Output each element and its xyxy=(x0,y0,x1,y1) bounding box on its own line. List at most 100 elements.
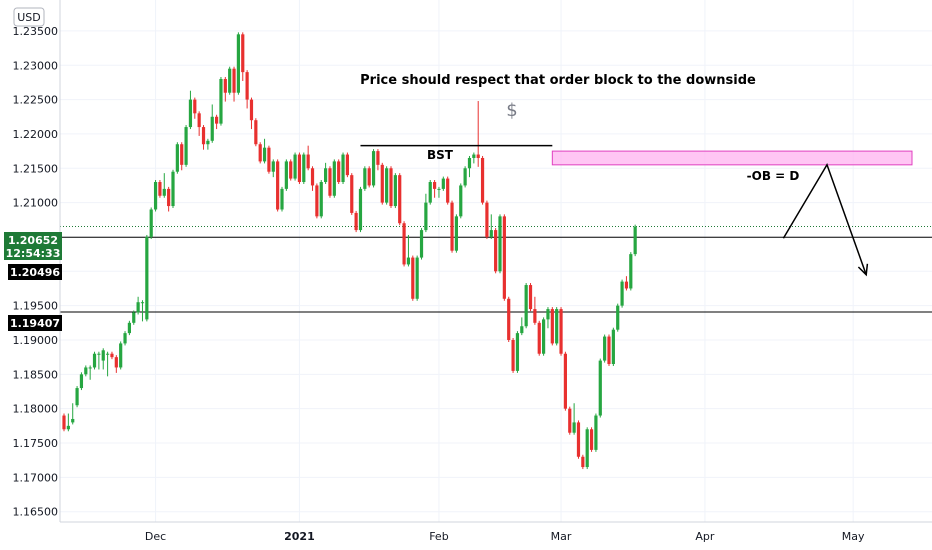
candle xyxy=(319,180,323,219)
candle-body xyxy=(267,147,271,172)
candle xyxy=(633,224,637,257)
candle xyxy=(467,155,472,178)
candle xyxy=(180,142,184,171)
price-axis[interactable]: 1.16500 1.17000 1.17500 1.18000 1.18500 1.190… xyxy=(13,0,61,522)
candle-body xyxy=(371,151,376,186)
candle xyxy=(162,173,166,198)
time-axis[interactable]: Dec2021FebMarAprMayJun xyxy=(60,521,932,543)
candle xyxy=(276,159,280,212)
candle-body xyxy=(616,305,620,330)
candle-body xyxy=(114,357,118,368)
candle-body xyxy=(289,161,293,179)
candle-body xyxy=(568,408,572,433)
candle-body xyxy=(428,182,432,203)
candle xyxy=(581,454,585,470)
candle-body xyxy=(507,298,511,340)
candle xyxy=(258,142,262,164)
candle-body xyxy=(258,144,262,162)
candle xyxy=(215,114,219,130)
candle-body xyxy=(472,154,476,158)
candle xyxy=(293,152,297,181)
candle-body xyxy=(71,418,75,423)
candle-body xyxy=(106,353,110,355)
projection-path xyxy=(782,163,867,275)
candle xyxy=(114,355,118,373)
candle-body xyxy=(245,72,249,100)
y-tick-label: 1.16500 xyxy=(13,506,59,519)
candle-body xyxy=(389,168,393,207)
candle-body xyxy=(145,236,149,320)
candle-body xyxy=(358,188,363,231)
candle xyxy=(84,365,88,377)
candle-body xyxy=(158,182,162,196)
candle-body xyxy=(563,353,567,409)
candle xyxy=(62,413,66,432)
candle xyxy=(79,372,84,391)
candle xyxy=(367,166,371,188)
candle-body xyxy=(276,161,280,210)
candle-body xyxy=(463,168,467,186)
candle-body xyxy=(467,157,472,169)
candle-body xyxy=(502,216,506,299)
y-tick-label: 1.18500 xyxy=(13,368,59,381)
candle xyxy=(106,351,110,377)
candle-body xyxy=(171,171,175,207)
candle-body xyxy=(193,99,197,114)
candle xyxy=(624,276,629,291)
candle xyxy=(210,104,214,143)
y-tick-label: 1.22500 xyxy=(13,94,59,107)
candle-body xyxy=(385,168,389,203)
ob-annotation: -OB = D xyxy=(747,169,800,183)
candle xyxy=(568,406,572,435)
candle xyxy=(550,307,554,346)
candle xyxy=(127,320,131,336)
candle-body xyxy=(215,116,219,124)
candle xyxy=(380,162,384,205)
candle xyxy=(498,214,502,274)
candle-body xyxy=(537,322,541,354)
candle-body xyxy=(228,68,232,93)
candle-body xyxy=(162,188,166,196)
candle-body xyxy=(415,257,419,299)
candle-body xyxy=(594,415,598,450)
candle-body xyxy=(97,353,101,355)
candle xyxy=(520,317,524,336)
candle xyxy=(546,307,550,329)
candle-body xyxy=(271,161,275,172)
candle-body xyxy=(315,185,319,217)
y-tick-label: 1.17000 xyxy=(13,471,59,484)
current-price-label-bg xyxy=(4,232,62,260)
candle-body xyxy=(337,161,341,183)
candle xyxy=(537,320,541,356)
candle-body xyxy=(603,336,607,361)
candle xyxy=(485,200,489,239)
candle xyxy=(188,90,193,130)
y-tick-label: 1.19500 xyxy=(13,300,59,313)
order-block-zone xyxy=(551,150,913,166)
candle-body xyxy=(293,154,297,179)
candle xyxy=(463,166,467,188)
level-price-value-2: 1.19407 xyxy=(10,317,60,330)
candle xyxy=(123,331,127,346)
y-tick-label: 1.23500 xyxy=(13,25,59,38)
candle xyxy=(476,101,480,167)
candle-body xyxy=(324,168,328,183)
candle xyxy=(515,331,520,373)
candle xyxy=(428,180,432,205)
candle xyxy=(332,159,336,198)
candle xyxy=(393,173,397,209)
candle-body xyxy=(446,178,450,203)
candle-body xyxy=(633,226,637,255)
candle-body xyxy=(66,425,70,430)
currency-badge[interactable] xyxy=(13,7,45,27)
candle xyxy=(419,228,424,260)
candle-body xyxy=(437,188,441,190)
candle xyxy=(149,207,153,239)
candle xyxy=(437,186,441,198)
candle xyxy=(559,307,563,356)
candle-body xyxy=(393,175,397,207)
candle xyxy=(324,162,328,185)
candle-body xyxy=(494,230,498,272)
y-tick-label: 1.19000 xyxy=(13,334,59,347)
